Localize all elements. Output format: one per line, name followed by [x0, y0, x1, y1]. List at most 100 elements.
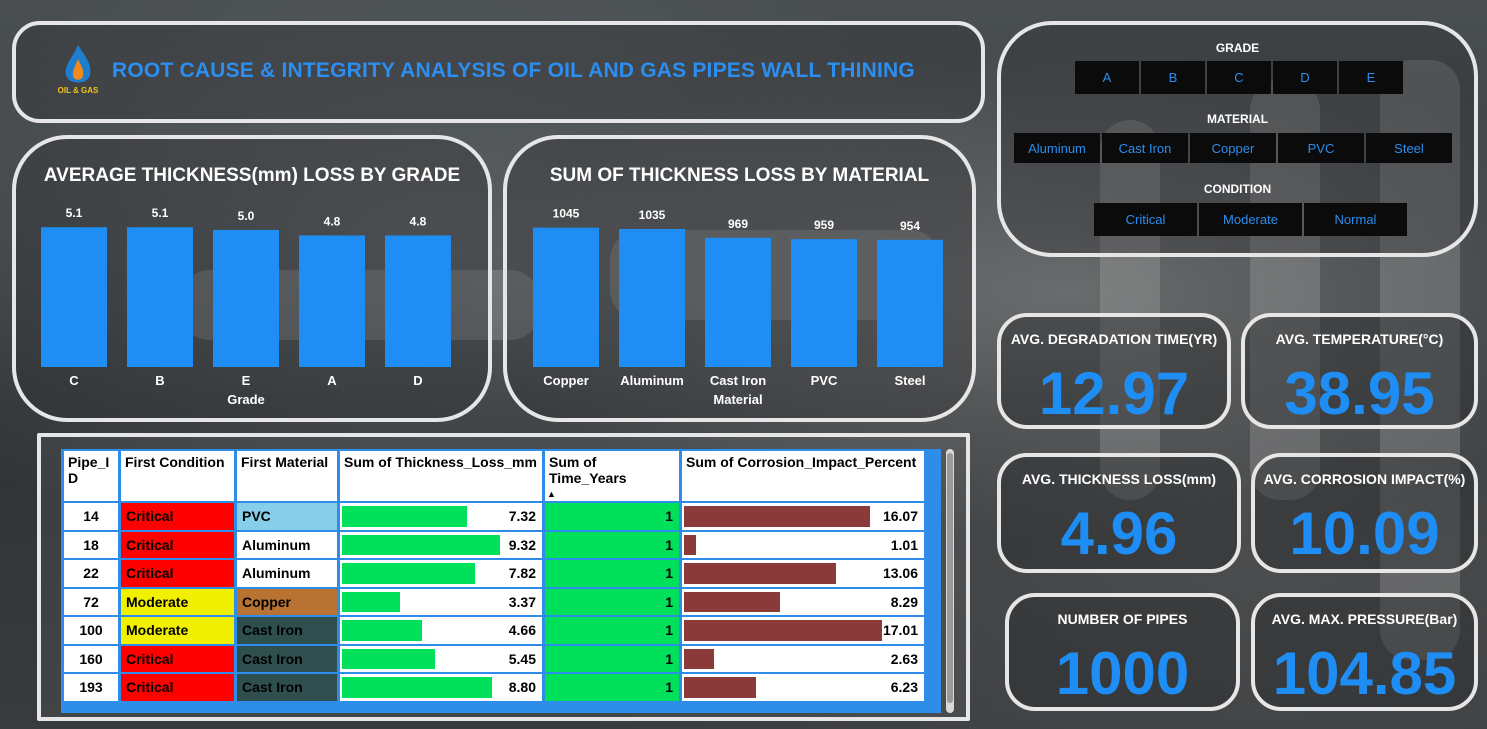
bar-e[interactable] — [213, 229, 279, 367]
cell-time: 1 — [545, 645, 679, 672]
kpi-thickness-card: AVG. THICKNESS LOSS(mm) 4.96 — [997, 453, 1241, 573]
condition-option-normal[interactable]: Normal — [1304, 203, 1407, 236]
thickness-bar — [342, 506, 467, 527]
data-label: 4.8 — [410, 214, 427, 228]
grade-slicer-label: GRADE — [1215, 41, 1260, 55]
grade-chart-title: AVERAGE THICKNESS(mm) LOSS BY GRADE — [43, 165, 461, 186]
kpi-temperature-card: AVG. TEMPERATURE(°C) 38.95 — [1241, 313, 1478, 429]
table-row[interactable]: 72 Moderate Copper 3.37 1 8.29 — [64, 588, 924, 615]
category-tick-label: E — [242, 373, 251, 388]
bar-b[interactable] — [127, 227, 193, 367]
data-label: 1045 — [553, 207, 580, 221]
material-option-steel[interactable]: Steel — [1366, 133, 1452, 163]
kpi-degradation-label: AVG. DEGRADATION TIME(YR) — [1010, 331, 1218, 347]
cell-corrosion: 17.01 — [682, 617, 924, 644]
category-tick-label: Aluminum — [620, 373, 684, 388]
table-row[interactable]: 100 Moderate Cast Iron 4.66 1 17.01 — [64, 617, 924, 644]
data-label: 4.8 — [324, 214, 341, 228]
data-label: 954 — [900, 219, 920, 233]
category-tick-label: PVC — [811, 373, 838, 388]
bar-c[interactable] — [41, 227, 107, 367]
grade-option-c[interactable]: C — [1207, 61, 1271, 94]
grade-option-a[interactable]: A — [1075, 61, 1139, 94]
x-axis-title: Grade — [227, 392, 265, 407]
corrosion-value: 6.23 — [890, 679, 918, 696]
category-tick-label: Copper — [543, 373, 589, 388]
kpi-degradation-card: AVG. DEGRADATION TIME(YR) 12.97 — [997, 313, 1231, 429]
corrosion-bar — [684, 677, 756, 698]
corrosion-value: 8.29 — [890, 593, 918, 610]
svg-text:OIL & GAS: OIL & GAS — [58, 86, 99, 95]
data-label: 1035 — [639, 208, 666, 222]
cell-pipe-id: 22 — [64, 560, 118, 587]
table-row[interactable]: 18 Critical Aluminum 9.32 1 1.01 — [64, 531, 924, 558]
table-row[interactable]: 22 Critical Aluminum 7.82 1 13.06 — [64, 560, 924, 587]
corrosion-bar — [684, 534, 696, 555]
pipe-table-container[interactable]: Pipe_I D First Condition First Material … — [61, 449, 941, 713]
time-value: 1 — [665, 593, 673, 610]
material-option-cast-iron[interactable]: Cast Iron — [1102, 133, 1188, 163]
material-option-pvc[interactable]: PVC — [1278, 133, 1364, 163]
table-row[interactable]: 160 Critical Cast Iron 5.45 1 2.63 — [64, 645, 924, 672]
col-corrosion-header[interactable]: Sum of Corrosion_Impact_Percent — [682, 451, 924, 501]
table-scrollbar[interactable] — [946, 449, 954, 713]
cell-corrosion: 6.23 — [682, 674, 924, 701]
table-body: 14 Critical PVC 7.32 1 16.07 18 Critical Aluminu… — [64, 503, 924, 701]
thickness-bar — [342, 677, 493, 698]
bar-copper[interactable] — [533, 227, 599, 367]
pipe-table: Pipe_I D First Condition First Material … — [61, 449, 927, 703]
kpi-thickness-value: 4.96 — [1060, 500, 1178, 567]
thickness-bar — [342, 620, 422, 641]
bar-cast-iron[interactable] — [705, 237, 771, 367]
bar-aluminum[interactable] — [619, 229, 685, 367]
time-value: 1 — [665, 679, 673, 696]
material-option-aluminum[interactable]: Aluminum — [1014, 133, 1100, 163]
col-material-header[interactable]: First Material — [237, 451, 337, 501]
sort-ascending-icon[interactable]: ▲ — [547, 489, 556, 499]
cell-material: Aluminum — [237, 560, 337, 587]
kpi-pressure-label: AVG. MAX. PRESSURE(Bar) — [1271, 611, 1458, 627]
grade-option-d[interactable]: D — [1273, 61, 1337, 94]
grade-option-e[interactable]: E — [1339, 61, 1403, 94]
cell-pipe-id: 193 — [64, 674, 118, 701]
condition-option-critical[interactable]: Critical — [1094, 203, 1197, 236]
material-slicer-label: MATERIAL — [1206, 112, 1269, 126]
oil-gas-logo: OIL & GAS — [58, 45, 99, 95]
kpi-corrosion-value: 10.09 — [1289, 500, 1440, 567]
corrosion-value: 2.63 — [890, 650, 918, 667]
category-tick-label: Cast Iron — [710, 373, 766, 388]
material-chart-panel: SUM OF THICKNESS LOSS BY MATERIAL 1045 Co… — [503, 135, 976, 422]
col-pipe-id-header[interactable]: Pipe_I D — [64, 451, 118, 501]
table-row[interactable]: 193 Critical Cast Iron 8.80 1 6.23 — [64, 674, 924, 701]
table-row[interactable]: 14 Critical PVC 7.32 1 16.07 — [64, 503, 924, 530]
cell-corrosion: 13.06 — [682, 560, 924, 587]
bar-pvc[interactable] — [791, 239, 857, 367]
material-option-copper[interactable]: Copper — [1190, 133, 1276, 163]
material-chart-title: SUM OF THICKNESS LOSS BY MATERIAL — [549, 165, 930, 186]
bar-a[interactable] — [299, 235, 365, 367]
grade-option-b[interactable]: B — [1141, 61, 1205, 94]
time-value: 1 — [665, 508, 673, 525]
time-value: 1 — [665, 565, 673, 582]
condition-option-moderate[interactable]: Moderate — [1199, 203, 1302, 236]
thickness-bar — [342, 563, 475, 584]
thickness-bar — [342, 648, 435, 669]
corrosion-value: 1.01 — [890, 536, 918, 553]
corrosion-bar — [684, 620, 882, 641]
col-condition-header[interactable]: First Condition — [121, 451, 234, 501]
cell-material: Cast Iron — [237, 674, 337, 701]
material-slicer: Aluminum Cast Iron Copper PVC Steel — [1014, 133, 1452, 163]
col-thickness-header[interactable]: Sum of Thickness_Loss_mm — [340, 451, 542, 501]
kpi-pipes-value: 1000 — [1055, 640, 1190, 707]
x-axis-title: Material — [713, 392, 762, 407]
cell-pipe-id: 100 — [64, 617, 118, 644]
category-tick-label: Steel — [894, 373, 925, 388]
bar-steel[interactable] — [877, 239, 943, 367]
cell-pipe-id: 14 — [64, 503, 118, 530]
cell-condition: Critical — [121, 674, 234, 701]
data-label: 5.1 — [152, 206, 169, 220]
col-time-header[interactable]: Sum of Time_Years ▲ — [545, 451, 679, 501]
bar-d[interactable] — [385, 235, 451, 367]
scrollbar-thumb[interactable] — [947, 453, 953, 703]
